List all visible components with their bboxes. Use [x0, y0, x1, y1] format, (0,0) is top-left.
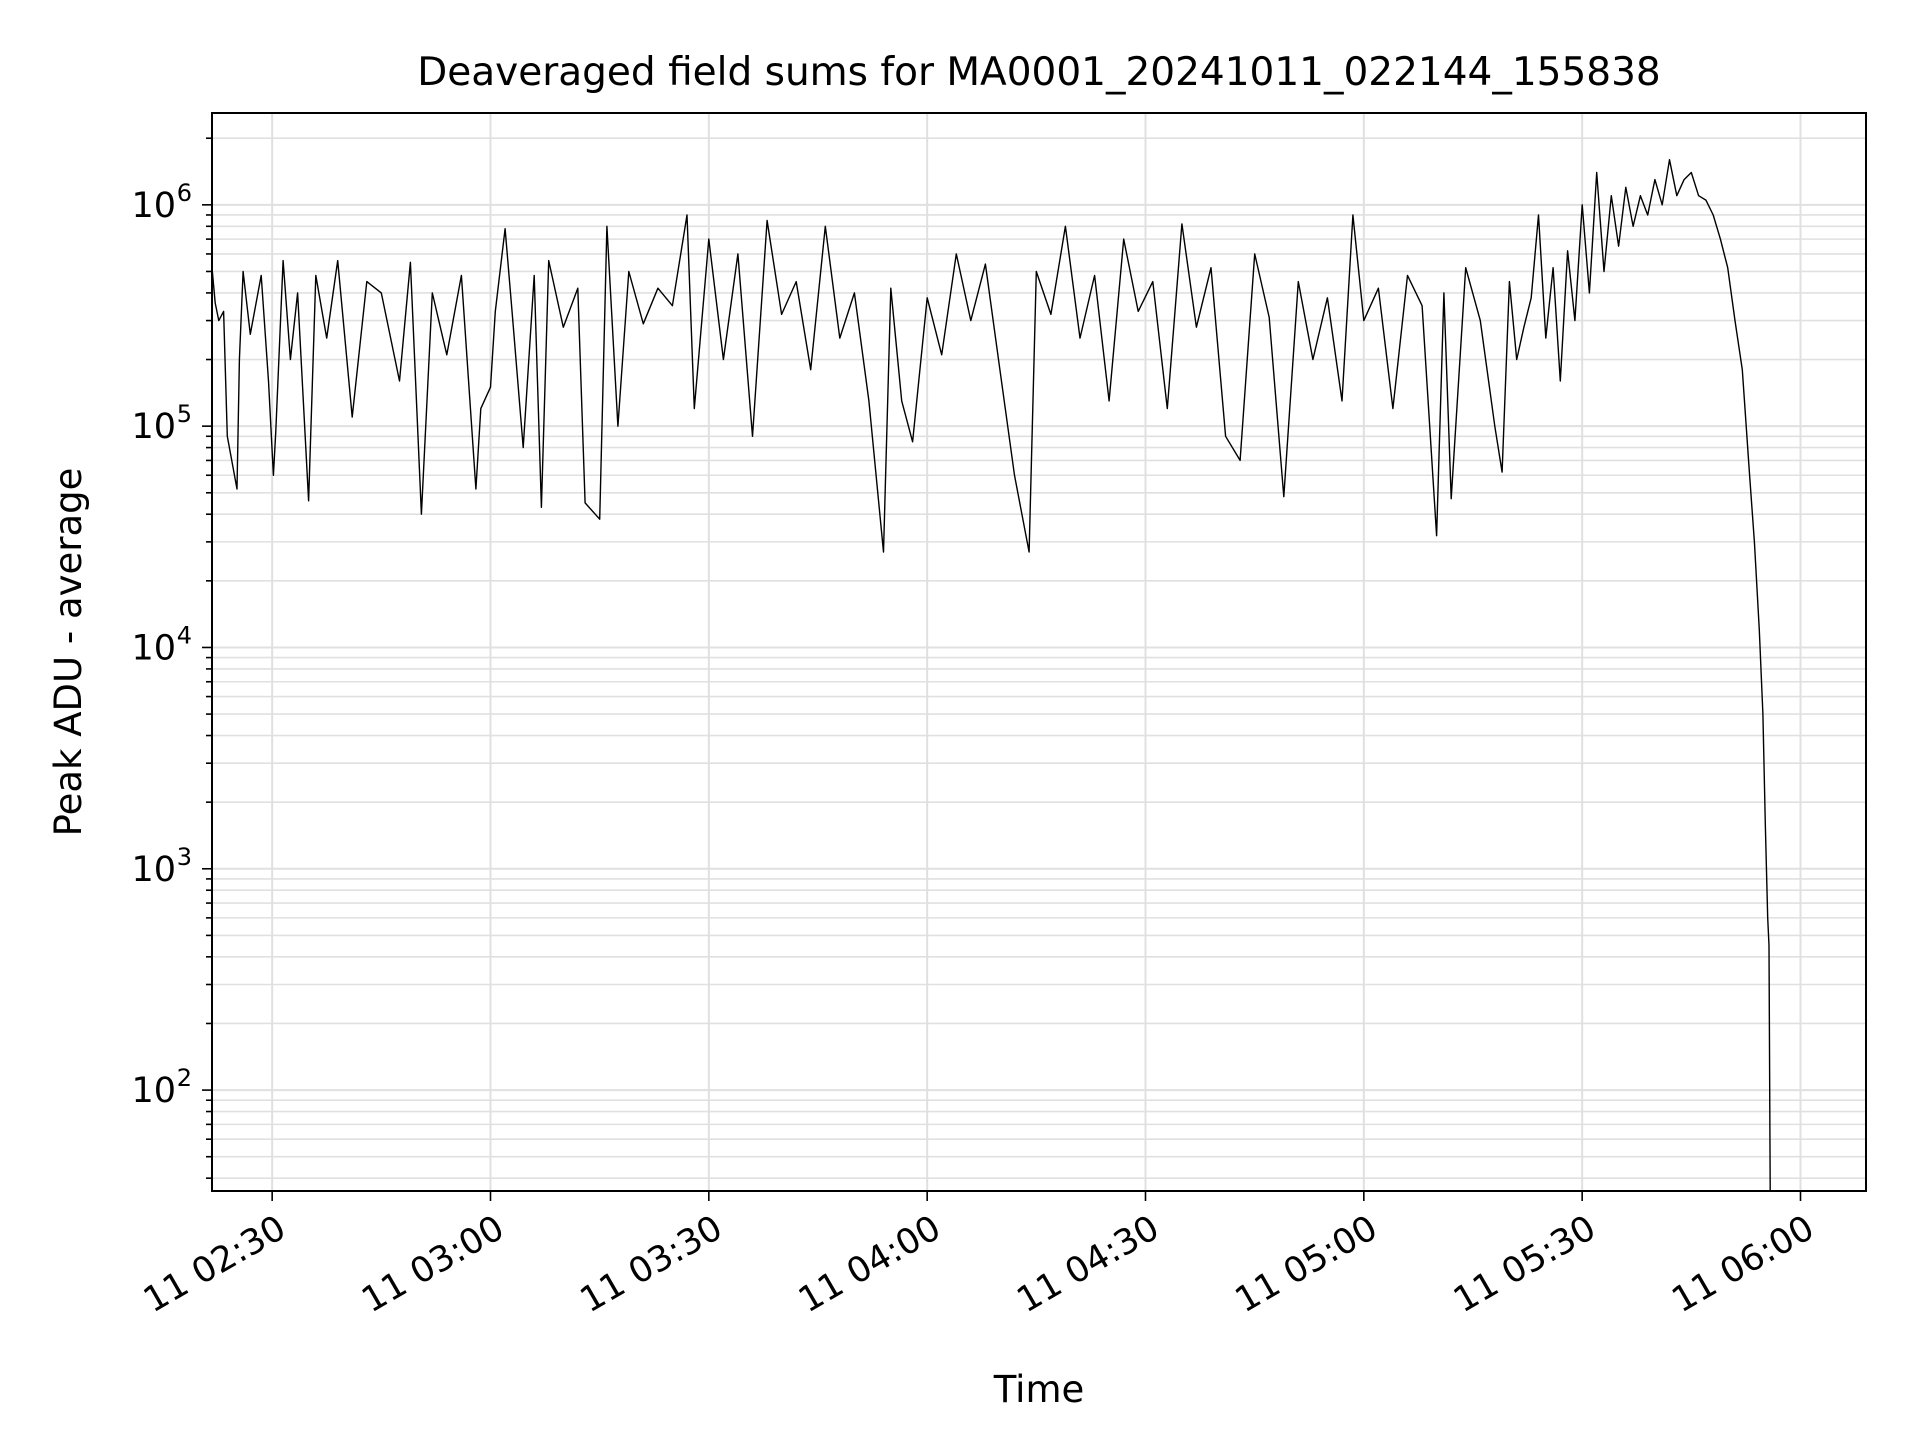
y-axis-label: Peak ADU - average — [47, 468, 90, 837]
y-tick-label-exponent: 6 — [177, 179, 192, 207]
y-tick-label: 106 — [131, 179, 192, 226]
y-tick-label: 104 — [131, 621, 192, 668]
y-tick-label-base: 10 — [131, 407, 176, 447]
y-tick-label-base: 10 — [131, 1071, 176, 1111]
x-axis-label: Time — [993, 1368, 1085, 1411]
plot-area-frame — [211, 112, 1867, 1192]
y-tick-label: 103 — [131, 843, 192, 890]
chart-title: Deaveraged field sums for MA0001_2024101… — [417, 50, 1661, 95]
y-tick-label-exponent: 4 — [177, 621, 192, 649]
y-tick-label-exponent: 2 — [177, 1064, 192, 1092]
y-tick-label-base: 10 — [131, 186, 176, 226]
y-tick-label-base: 10 — [131, 850, 176, 890]
y-tick-label-exponent: 3 — [177, 843, 192, 871]
y-tick-label-exponent: 5 — [177, 400, 192, 428]
series-line — [211, 158, 1771, 1192]
y-tick-label: 102 — [131, 1064, 192, 1111]
y-tick-label: 105 — [131, 400, 192, 447]
series-line-group — [211, 158, 1771, 1192]
y-tick-label-base: 10 — [131, 628, 176, 668]
